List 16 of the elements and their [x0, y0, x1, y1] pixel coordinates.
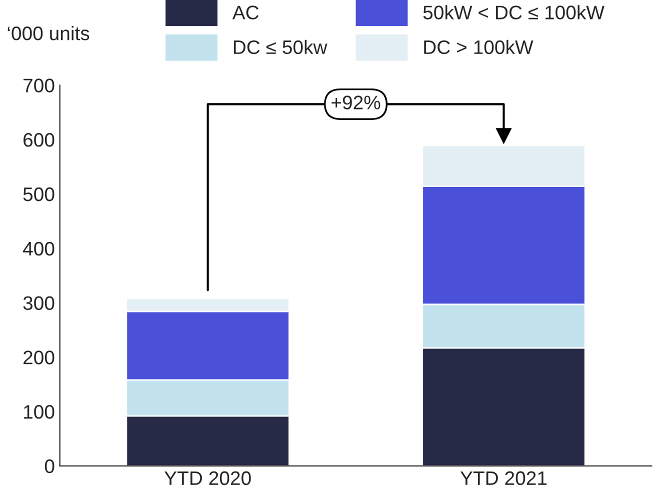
- y-tick-label: 600: [24, 133, 54, 147]
- y-tick-label: 400: [22, 242, 54, 256]
- x-tick-label: YTD 2021: [460, 471, 547, 486]
- legend-label: 50kW < DC ≤ 100kW: [423, 5, 604, 20]
- y-tick-label: 300: [23, 296, 54, 310]
- legend-label: DC > 100kW: [424, 40, 534, 54]
- y-axis-title: ‘000 units: [8, 26, 90, 40]
- legend-label: DC ≤ 50kw: [234, 40, 328, 54]
- annotation: +92%: [332, 96, 380, 110]
- x-tick-label: YTD 2020: [164, 471, 251, 486]
- y-tick-label: 200: [24, 350, 54, 364]
- legend-label: AC: [232, 6, 259, 20]
- y-tick-label: 0: [44, 459, 54, 474]
- y-tick-label: 100: [24, 405, 54, 419]
- y-tick-label: 500: [23, 187, 54, 202]
- y-tick-label: 700: [24, 78, 54, 92]
